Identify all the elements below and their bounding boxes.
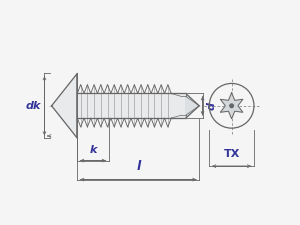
Text: l: l <box>136 160 140 173</box>
Polygon shape <box>77 94 171 118</box>
Polygon shape <box>186 94 199 118</box>
Polygon shape <box>52 73 77 138</box>
Polygon shape <box>171 94 186 118</box>
Polygon shape <box>220 93 243 119</box>
Text: k: k <box>89 145 97 155</box>
Text: TX: TX <box>224 149 240 160</box>
Text: d: d <box>207 102 217 110</box>
Text: dk: dk <box>26 101 41 111</box>
Circle shape <box>230 104 233 108</box>
